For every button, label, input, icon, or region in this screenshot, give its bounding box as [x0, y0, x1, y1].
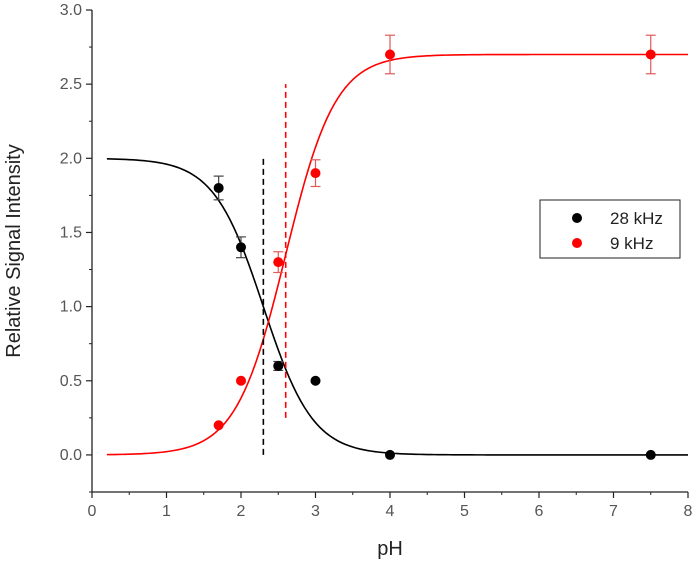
legend-label-9khz: 9 kHz	[610, 234, 653, 253]
x-tick-label: 8	[684, 503, 693, 520]
x-tick-label: 0	[88, 503, 97, 520]
x-ticks: 0 1 2 3 4 5 6 7 8	[88, 492, 693, 520]
data-point-28-khz	[213, 182, 224, 193]
x-tick-label: 5	[460, 503, 469, 520]
legend-marker-9khz	[572, 238, 582, 248]
fit-curve-28-khz	[106, 158, 688, 456]
data-point-28-khz	[645, 449, 656, 460]
y-ticks: 0.0 0.5 1.0 1.5 2.0 2.5 3.0	[60, 2, 92, 493]
dashed-lines	[262, 84, 287, 455]
x-tick-label: 6	[535, 503, 544, 520]
data-point-28-khz	[236, 242, 246, 253]
data-point-9-khz	[310, 168, 321, 179]
x-tick-label: 7	[609, 503, 618, 520]
y-tick-label: 2.5	[60, 76, 82, 93]
data-point-28-khz	[273, 360, 284, 371]
y-tick-label: 2.0	[60, 150, 82, 167]
x-tick-label: 4	[386, 503, 395, 520]
y-tick-label: 3.0	[60, 2, 82, 19]
legend-label-28khz: 28 kHz	[610, 209, 663, 228]
x-axis-title: pH	[377, 538, 403, 560]
y-tick-label: 0.5	[60, 373, 82, 390]
data-point-9-khz	[273, 257, 284, 268]
legend: 28 kHz 9 kHz	[539, 199, 681, 259]
data-point-9-khz	[213, 420, 224, 431]
data-point-28-khz	[310, 375, 321, 386]
fit-curves	[106, 53, 688, 456]
y-tick-label: 1.5	[60, 224, 82, 241]
data-point-9-khz	[385, 49, 395, 60]
data-point-28-khz	[385, 449, 395, 460]
x-tick-label: 1	[162, 503, 171, 520]
legend-box	[539, 199, 681, 259]
data-point-9-khz	[645, 49, 656, 60]
error-bars	[213, 34, 656, 371]
y-tick-label: 1.0	[60, 299, 82, 316]
data-point-9-khz	[236, 375, 246, 386]
legend-marker-28khz	[572, 213, 582, 223]
x-tick-label: 3	[311, 503, 320, 520]
y-tick-label: 0.0	[60, 447, 82, 464]
data-points	[213, 49, 656, 460]
fit-curve-9-khz	[106, 53, 688, 456]
y-axis-title: Relative Signal Intensity	[3, 144, 25, 357]
x-tick-label: 2	[237, 503, 246, 520]
